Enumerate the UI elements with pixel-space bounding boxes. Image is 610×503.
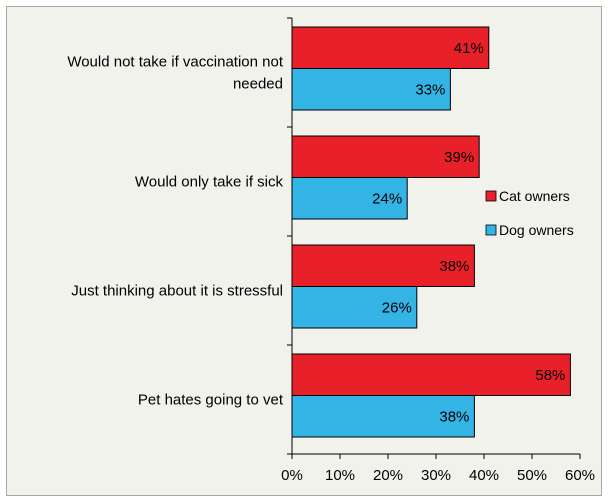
- bar-dog-owners-0: [291, 68, 451, 111]
- category-label-3-0: Pet hates going to vet: [138, 392, 284, 409]
- legend-label-dog-owners: Dog owners: [499, 222, 574, 238]
- bar-dog-owners-2: [291, 286, 418, 329]
- bar-dog-owners-1: [291, 177, 408, 220]
- category-label-1-0: Would only take if sick: [135, 174, 284, 191]
- data-label-dog-owners-3: 38%: [439, 408, 469, 425]
- x-tick-label-1: 10%: [325, 467, 355, 484]
- x-tick-label-2: 20%: [373, 467, 403, 484]
- category-label-2-0: Just thinking about it is stressful: [71, 283, 283, 300]
- legend-swatch-dog-owners: [485, 224, 497, 236]
- x-tick-label-6: 60%: [565, 467, 595, 484]
- data-label-dog-owners-1: 24%: [372, 190, 402, 207]
- category-label-0-1: needed: [233, 76, 283, 93]
- legend-label-cat-owners: Cat owners: [499, 188, 570, 204]
- data-label-cat-owners-1: 39%: [444, 149, 474, 166]
- bar-cat-owners-2: [291, 244, 475, 287]
- x-tick-label-5: 50%: [517, 467, 547, 484]
- x-tick-label-3: 30%: [421, 467, 451, 484]
- x-tick-label-4: 40%: [469, 467, 499, 484]
- bar-cat-owners-1: [291, 135, 480, 178]
- data-label-cat-owners-0: 41%: [454, 40, 484, 57]
- bar-cat-owners-3: [291, 353, 571, 396]
- data-label-cat-owners-3: 58%: [535, 367, 565, 384]
- bar-cat-owners-0: [291, 26, 490, 69]
- category-label-0-0: Would not take if vaccination not: [67, 54, 284, 71]
- data-label-dog-owners-2: 26%: [382, 299, 412, 316]
- legend-swatch-cat-owners: [485, 190, 497, 202]
- x-tick-label-0: 0%: [281, 467, 303, 484]
- data-label-cat-owners-2: 38%: [439, 258, 469, 275]
- data-label-dog-owners-0: 33%: [415, 81, 445, 98]
